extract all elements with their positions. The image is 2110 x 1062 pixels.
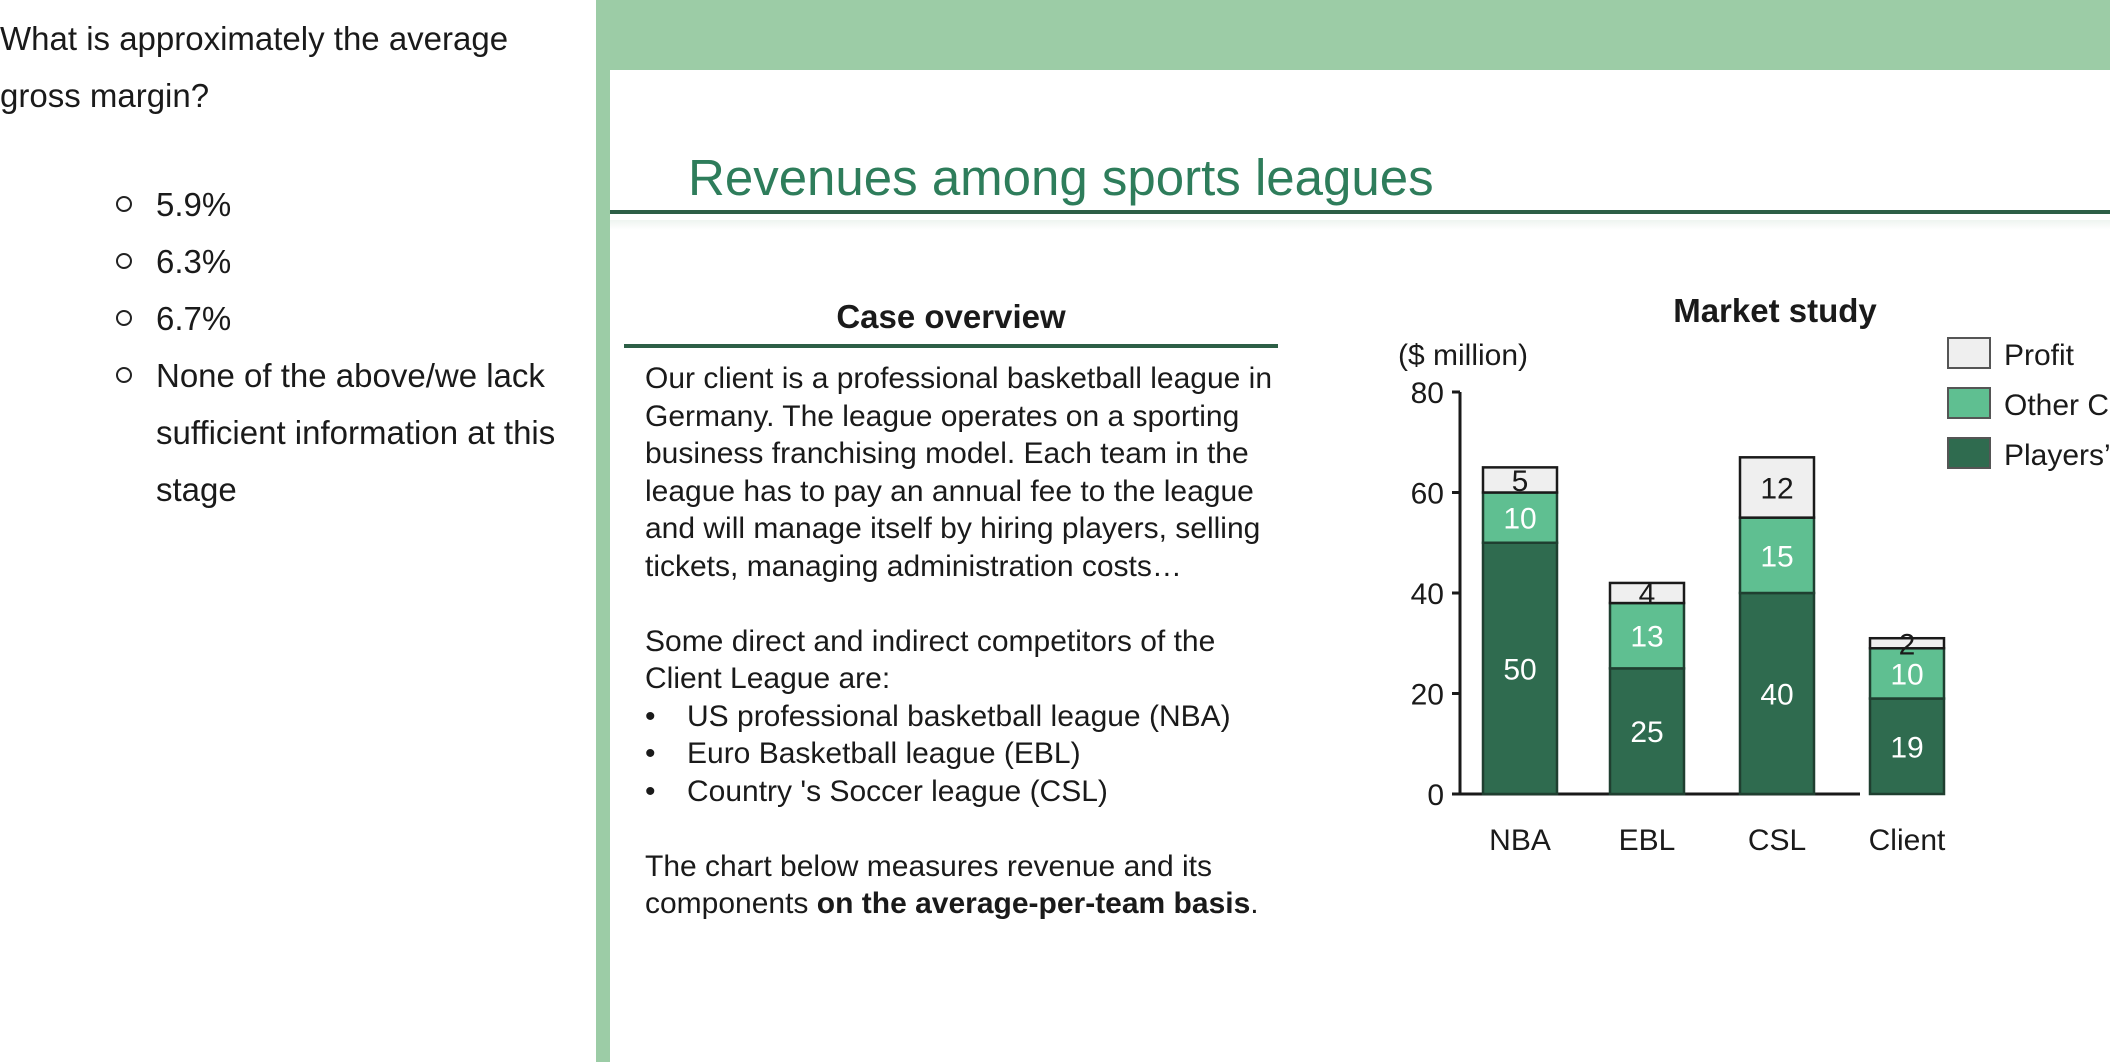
radio-circle-icon[interactable] [116,196,132,212]
case-overview-divider [624,344,1278,348]
y-tick-label: 60 [1411,478,1444,511]
legend-swatch [1947,437,1991,469]
data-label: 25 [1630,716,1663,749]
slide-frame: Revenues among sports leagues Case overv… [596,0,2110,1062]
y-tick-label: 40 [1411,578,1444,611]
title-divider-shadow [610,220,2110,230]
data-label: 4 [1639,578,1656,611]
answer-option-label: 6.7% [156,300,232,337]
data-label: 40 [1760,679,1793,712]
overview-paragraph: The chart below measures revenue and its… [645,848,1285,923]
competitor-item: Euro Basketball league (EBL) [645,735,1285,773]
answer-option-label: 6.3% [156,243,232,280]
x-tick-label: Client [1869,824,1946,857]
market-study-chart: ($ million) 0 20 40 60 80 50 10 5 NBA 25 13 4 EBL 40 15… [1398,337,2110,857]
unit-label: ($ million) [1398,339,1528,372]
answer-option[interactable]: None of the above/we lack sufficient inf… [116,347,586,518]
title-divider [610,210,2110,214]
answer-option[interactable]: 6.7% [116,290,586,347]
answer-options: 5.9% 6.3% 6.7% None of the above/we lack… [116,176,586,518]
x-tick-label: EBL [1619,824,1676,857]
overview-paragraph: Our client is a professional basketball … [645,362,1273,583]
data-label: 15 [1760,540,1793,573]
radio-circle-icon[interactable] [116,310,132,326]
y-tick-label: 0 [1427,779,1444,812]
answer-option[interactable]: 5.9% [116,176,586,233]
overview-text: The chart below measures revenue and its… [645,849,1212,921]
players-salary-segment [1481,541,1559,796]
data-label: 12 [1760,472,1793,505]
data-label: 10 [1890,658,1923,691]
question-text: What is approximately the average gross … [0,20,509,114]
other-cost-segment [1868,647,1946,700]
legend-label: Other Cost [2004,389,2110,422]
data-label: 13 [1630,621,1663,654]
x-tick-label: CSL [1748,824,1806,857]
data-label: 19 [1890,731,1923,764]
other-cost-segment [1608,601,1686,670]
profit-segment [1481,466,1559,494]
case-overview-heading: Case overview [836,298,1066,335]
profit-segment [1738,456,1816,519]
players-salary-segment [1738,591,1816,796]
x-tick-label: NBA [1489,824,1551,857]
data-label: 50 [1503,653,1536,686]
players-salary-segment [1868,697,1946,796]
legend-swatch [1947,387,1991,419]
answer-option[interactable]: 6.3% [116,233,586,290]
answer-option-label: 5.9% [156,186,232,223]
competitor-list: US professional basketball league (NBA) … [645,698,1285,811]
overview-paragraph: Some direct and indirect competitors of … [645,624,1216,696]
players-salary-segment [1608,667,1686,796]
slide: Revenues among sports leagues Case overv… [610,70,2110,1062]
competitor-item: US professional basketball league (NBA) [645,698,1285,736]
case-overview-body: Our client is a professional basketball … [645,360,1285,923]
radio-circle-icon[interactable] [116,253,132,269]
legend-label: Players’ Salary [2004,439,2110,472]
data-label: 2 [1899,628,1916,661]
data-label: 10 [1503,503,1536,536]
y-tick-label: 20 [1411,679,1444,712]
legend-label: Profit [2004,339,2075,372]
slide-title: Revenues among sports leagues [688,149,1434,206]
profit-segment [1868,636,1946,650]
overview-emphasis: on the average-per-team basis [816,887,1251,920]
market-study-heading: Market study [1673,292,1877,329]
question-panel: What is approximately the average gross … [0,0,596,1062]
overview-text: . [1250,887,1259,920]
radio-circle-icon[interactable] [116,367,132,383]
competitor-item: Country 's Soccer league (CSL) [645,773,1285,811]
profit-segment [1608,581,1686,605]
y-tick-label: 80 [1411,377,1444,410]
answer-option-label: None of the above/we lack sufficient inf… [156,357,556,508]
data-label: 5 [1512,465,1529,498]
legend-swatch [1947,337,1991,369]
